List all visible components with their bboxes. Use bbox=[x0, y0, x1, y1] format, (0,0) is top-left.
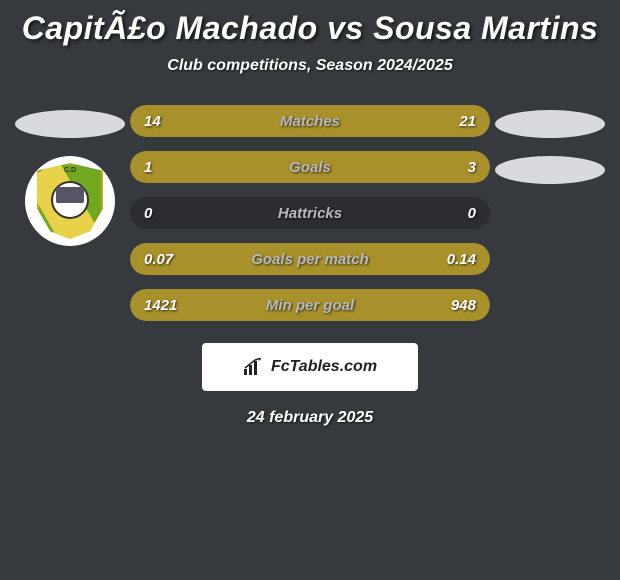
stat-left-value: 14 bbox=[144, 113, 161, 130]
stat-label: Hattricks bbox=[278, 205, 342, 222]
stat-right-value: 948 bbox=[451, 297, 476, 314]
left-player-ellipse bbox=[15, 110, 125, 138]
stat-label: Min per goal bbox=[266, 297, 354, 314]
stat-right-value: 0 bbox=[468, 205, 476, 222]
subtitle: Club competitions, Season 2024/2025 bbox=[0, 57, 620, 75]
stat-left-value: 0 bbox=[144, 205, 152, 222]
brand-text: FcTables.com bbox=[271, 358, 377, 376]
stat-bar: 1 Goals 3 bbox=[130, 151, 490, 183]
left-player-col: C.D bbox=[10, 105, 130, 246]
page-title: CapitÃ£o Machado vs Sousa Martins bbox=[0, 10, 620, 47]
stat-bar: 1421 Min per goal 948 bbox=[130, 289, 490, 321]
shield-icon: C.D bbox=[37, 163, 103, 239]
stat-right-value: 21 bbox=[459, 113, 476, 130]
stat-left-value: 0.07 bbox=[144, 251, 173, 268]
right-player-ellipse bbox=[495, 110, 605, 138]
main-area: C.D 14 Matches 21 1 Goals 3 0 Hattricks 0 0.07 Goa… bbox=[0, 105, 620, 321]
right-club-ellipse bbox=[495, 156, 605, 184]
stat-label: Goals bbox=[289, 159, 331, 176]
chart-icon bbox=[243, 358, 265, 376]
left-club-badge: C.D bbox=[25, 156, 115, 246]
stat-right-value: 0.14 bbox=[447, 251, 476, 268]
right-player-col bbox=[490, 105, 610, 184]
stat-bar: 0 Hattricks 0 bbox=[130, 197, 490, 229]
stat-right-value: 3 bbox=[468, 159, 476, 176]
stat-bar: 0.07 Goals per match 0.14 bbox=[130, 243, 490, 275]
comparison-card: CapitÃ£o Machado vs Sousa Martins Club c… bbox=[0, 0, 620, 427]
stat-label: Goals per match bbox=[251, 251, 369, 268]
stat-bar: 14 Matches 21 bbox=[130, 105, 490, 137]
stat-left-value: 1 bbox=[144, 159, 152, 176]
stats-bars: 14 Matches 21 1 Goals 3 0 Hattricks 0 0.07 Goals p… bbox=[130, 105, 490, 321]
brand-box: FcTables.com bbox=[202, 343, 418, 391]
stat-left-value: 1421 bbox=[144, 297, 177, 314]
stat-label: Matches bbox=[280, 113, 340, 130]
date-line: 24 february 2025 bbox=[0, 409, 620, 427]
